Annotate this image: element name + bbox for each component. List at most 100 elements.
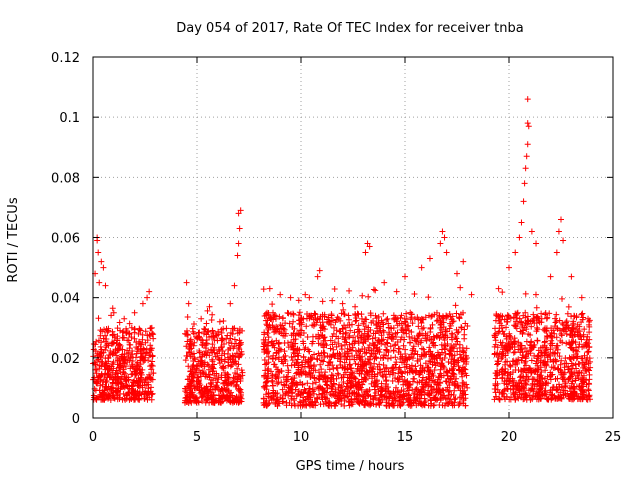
data-point bbox=[538, 369, 545, 376]
data-point bbox=[149, 390, 156, 397]
data-point bbox=[456, 351, 463, 358]
data-point bbox=[132, 371, 139, 378]
data-point bbox=[393, 288, 400, 295]
data-point bbox=[298, 370, 305, 377]
data-point bbox=[580, 314, 587, 321]
data-point bbox=[323, 381, 330, 388]
data-point bbox=[281, 326, 288, 333]
data-point bbox=[549, 394, 556, 401]
data-point bbox=[206, 352, 213, 359]
data-point bbox=[326, 402, 333, 409]
data-point bbox=[128, 361, 135, 368]
data-point bbox=[199, 398, 206, 405]
data-point bbox=[295, 330, 302, 337]
data-point bbox=[437, 370, 444, 377]
data-point bbox=[204, 307, 211, 314]
data-point bbox=[193, 399, 200, 406]
data-point bbox=[269, 322, 276, 329]
data-point bbox=[308, 356, 315, 363]
data-point bbox=[462, 352, 469, 359]
data-point bbox=[384, 355, 391, 362]
data-point bbox=[380, 373, 387, 380]
data-point bbox=[338, 382, 345, 389]
data-point bbox=[542, 309, 549, 316]
data-point bbox=[437, 397, 444, 404]
data-point bbox=[439, 362, 446, 369]
data-point bbox=[364, 388, 371, 395]
data-point bbox=[570, 338, 577, 345]
data-point bbox=[426, 375, 433, 382]
data-point bbox=[201, 363, 208, 370]
data-point bbox=[235, 385, 242, 392]
data-point bbox=[182, 385, 189, 392]
data-point bbox=[552, 376, 559, 383]
data-point bbox=[551, 323, 558, 330]
data-point bbox=[565, 376, 572, 383]
data-point bbox=[239, 369, 246, 376]
data-point bbox=[561, 376, 568, 383]
data-point bbox=[351, 340, 358, 347]
data-point bbox=[123, 392, 130, 399]
data-point bbox=[446, 311, 453, 318]
data-point bbox=[404, 385, 411, 392]
data-point bbox=[356, 370, 363, 377]
data-point bbox=[506, 361, 513, 368]
data-point bbox=[190, 321, 197, 328]
data-point bbox=[322, 388, 329, 395]
data-point bbox=[128, 334, 135, 341]
y-tick-label: 0.1 bbox=[59, 111, 80, 126]
data-point bbox=[271, 361, 278, 368]
data-point bbox=[370, 318, 377, 325]
data-point bbox=[516, 234, 523, 241]
data-point bbox=[380, 336, 387, 343]
x-tick-label: 15 bbox=[397, 430, 414, 445]
data-point bbox=[432, 342, 439, 349]
data-point bbox=[427, 328, 434, 335]
data-point bbox=[116, 341, 123, 348]
data-point bbox=[98, 339, 105, 346]
data-point bbox=[317, 373, 324, 380]
data-point bbox=[309, 340, 316, 347]
data-point bbox=[586, 329, 593, 336]
data-point bbox=[141, 395, 148, 402]
data-point bbox=[330, 346, 337, 353]
data-point bbox=[221, 356, 228, 363]
data-point bbox=[533, 304, 540, 311]
data-point bbox=[136, 396, 143, 403]
data-point bbox=[515, 346, 522, 353]
data-point bbox=[366, 373, 373, 380]
data-point bbox=[282, 320, 289, 327]
data-point bbox=[408, 362, 415, 369]
data-point bbox=[313, 355, 320, 362]
data-point bbox=[273, 350, 280, 357]
data-point bbox=[518, 318, 525, 325]
data-point bbox=[586, 392, 593, 399]
data-point bbox=[575, 375, 582, 382]
data-point bbox=[108, 384, 115, 391]
data-point bbox=[293, 359, 300, 366]
data-point bbox=[209, 377, 216, 384]
data-point bbox=[460, 258, 467, 265]
data-point bbox=[398, 320, 405, 327]
data-point bbox=[372, 312, 379, 319]
data-point bbox=[456, 314, 463, 321]
data-point bbox=[274, 325, 281, 332]
data-point bbox=[568, 313, 575, 320]
data-point bbox=[187, 398, 194, 405]
data-point bbox=[329, 297, 336, 304]
data-point bbox=[436, 351, 443, 358]
data-point bbox=[101, 387, 108, 394]
data-point bbox=[575, 343, 582, 350]
data-point bbox=[463, 345, 470, 352]
data-point bbox=[120, 356, 127, 363]
data-point bbox=[346, 371, 353, 378]
data-point bbox=[524, 96, 531, 103]
data-point bbox=[421, 395, 428, 402]
data-point bbox=[511, 348, 518, 355]
data-point bbox=[522, 345, 529, 352]
data-point bbox=[543, 315, 550, 322]
data-point bbox=[263, 360, 270, 367]
data-point bbox=[367, 353, 374, 360]
data-point bbox=[527, 396, 534, 403]
data-point bbox=[515, 395, 522, 402]
